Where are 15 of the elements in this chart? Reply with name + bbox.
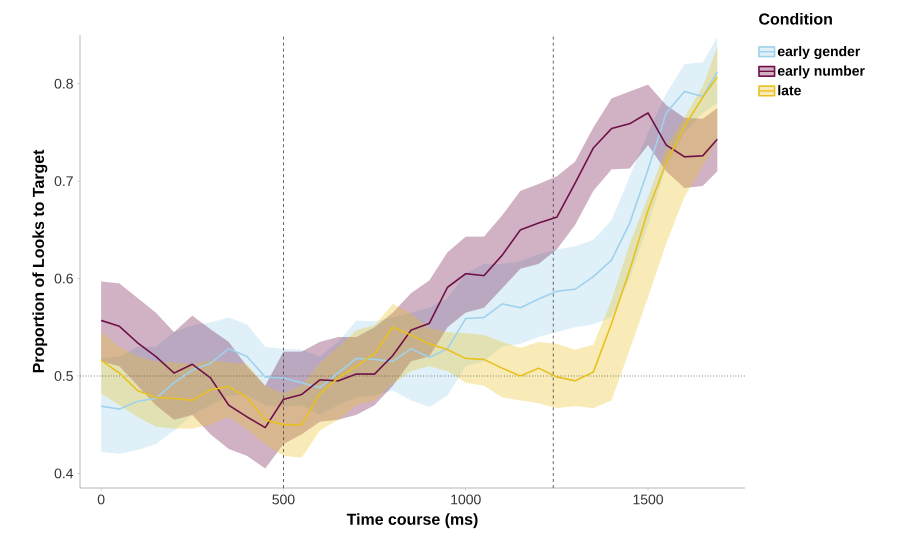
y-tick-label: 0.4 [54,468,74,478]
y-axis-title: Proportion of Looks to Target [32,150,48,372]
x-axis-title: Time course (ms) [346,513,478,528]
y-tick-label: 0.5 [54,371,73,381]
legend-label: late [778,85,801,96]
x-tick-label: 500 [272,494,295,504]
y-tick-label: 0.7 [54,176,73,186]
y-tick-label: 0.6 [54,274,73,284]
legend-label: early number [778,66,865,79]
x-tick-label: 1000 [451,494,481,504]
legend-title: Condition [759,12,832,25]
x-tick-label: 1500 [634,494,663,504]
x-tick-label: 0 [98,494,104,504]
y-tick-label: 0.8 [54,78,73,89]
legend-label: early gender [778,46,860,60]
